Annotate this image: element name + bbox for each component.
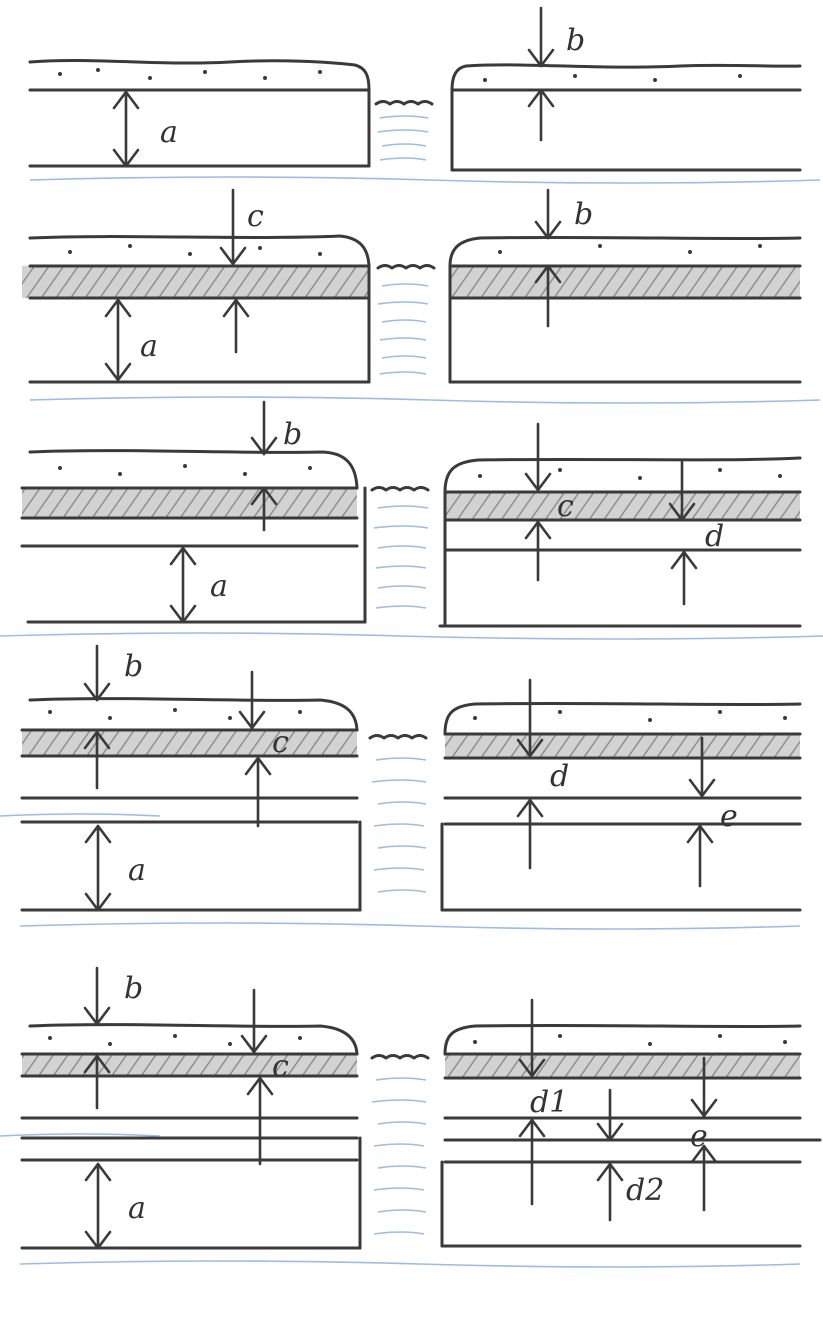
silt-layer-right-3 — [445, 492, 800, 520]
right-bank-4 — [440, 701, 802, 912]
label-c-4: c — [272, 725, 289, 760]
left-bank-5 — [20, 1023, 362, 1250]
silt-layer-left-5 — [22, 1054, 357, 1076]
panel-4: b c a d e — [0, 644, 802, 930]
thickness-arrow-b-1 — [527, 6, 555, 142]
thickness-arrow-c-5 — [240, 988, 274, 1166]
silt-layer-left-2 — [22, 266, 369, 298]
thickness-arrow-b-2 — [534, 188, 562, 328]
label-c-5: c — [272, 1049, 289, 1084]
thickness-arrow-a-5 — [84, 1162, 112, 1250]
thickness-arrow-d1-5 — [518, 998, 546, 1206]
label-a-1: a — [160, 115, 178, 150]
label-a-4: a — [128, 853, 146, 888]
silt-layer-right-4 — [445, 734, 800, 758]
silt-layer-right-2 — [450, 266, 800, 298]
left-bank-4 — [20, 697, 362, 912]
thickness-arrow-a-2 — [104, 298, 132, 382]
thickness-arrow-b-4 — [83, 644, 111, 790]
sand-dots-1 — [58, 68, 742, 82]
label-e-5: e — [690, 1119, 708, 1154]
water-channel-3 — [0, 486, 823, 640]
thickness-arrow-a-4 — [84, 824, 112, 912]
label-c-2: c — [247, 199, 264, 234]
thickness-arrow-a-1 — [112, 90, 140, 168]
left-bank-1 — [28, 58, 371, 168]
label-b-3: b — [283, 417, 302, 452]
thickness-arrow-b-5 — [83, 966, 111, 1110]
sand-dots-2 — [68, 244, 762, 256]
silt-layer-left-4 — [22, 730, 357, 756]
thickness-arrow-e-4 — [686, 736, 716, 888]
panel-2: a c b — [22, 188, 821, 404]
thickness-arrow-c-3 — [524, 422, 552, 582]
thickness-arrow-b-3 — [250, 400, 278, 532]
label-a-3: a — [210, 569, 228, 604]
label-d2-5: d2 — [626, 1173, 664, 1208]
panel-1: a b — [28, 6, 821, 184]
right-bank-5 — [440, 1023, 822, 1248]
thickness-arrow-c-2 — [219, 188, 250, 354]
left-bank-2 — [22, 234, 371, 384]
label-b-2: b — [574, 197, 593, 232]
label-b-4: b — [124, 649, 143, 684]
thickness-arrow-d-4 — [516, 678, 544, 870]
sand-dots-3 — [58, 464, 782, 480]
silt-layer-right-5 — [445, 1054, 800, 1078]
water-channel-4 — [0, 734, 801, 930]
label-c-3: c — [557, 489, 574, 524]
thickness-arrow-d-3 — [668, 460, 698, 606]
water-channel-5 — [0, 1054, 801, 1268]
thickness-arrow-a-3 — [169, 546, 197, 624]
thickness-arrow-e-5 — [690, 1056, 718, 1212]
label-b-5: b — [124, 971, 143, 1006]
panel-3: a b c d — [0, 400, 823, 640]
thickness-arrow-c-4 — [238, 670, 272, 828]
water-channel-1 — [29, 100, 821, 184]
label-e-4: e — [720, 799, 738, 834]
label-d1-5: d1 — [530, 1085, 568, 1120]
right-bank-3 — [438, 456, 802, 628]
sand-dots-5 — [48, 1034, 787, 1046]
thickness-arrow-d2-5 — [596, 1088, 624, 1222]
label-d-3: d — [705, 519, 724, 554]
label-a-5: a — [128, 1191, 146, 1226]
label-a-2: a — [140, 329, 158, 364]
label-d-4: d — [550, 759, 569, 794]
silt-layer-left-3 — [22, 488, 357, 518]
label-b-1: b — [566, 23, 585, 58]
right-bank-1 — [450, 63, 802, 172]
sand-dots-4 — [48, 708, 787, 722]
left-bank-3 — [20, 449, 367, 624]
right-bank-2 — [448, 235, 802, 384]
panel-5: b c a d1 e d2 — [0, 966, 822, 1268]
water-channel-2 — [29, 264, 821, 404]
